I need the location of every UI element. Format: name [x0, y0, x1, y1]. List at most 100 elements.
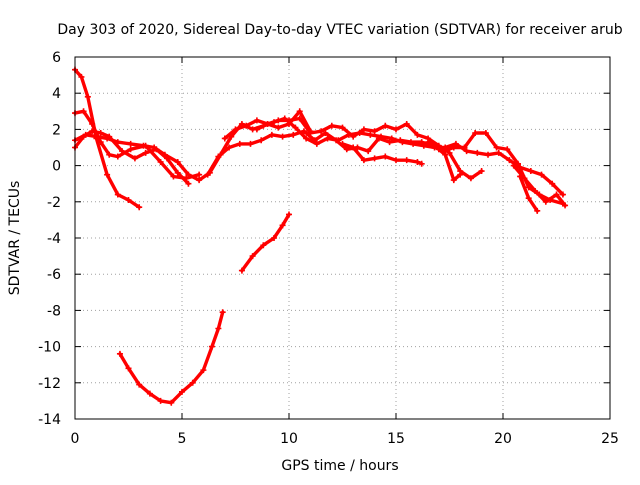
- data-point: [179, 388, 185, 395]
- data-point: [208, 343, 215, 350]
- data-point: [174, 158, 181, 165]
- data-point: [286, 211, 292, 218]
- data-point: [300, 128, 307, 135]
- data-point: [435, 146, 442, 153]
- y-tick-label: -12: [38, 376, 61, 392]
- data-point: [114, 139, 121, 146]
- data-point: [286, 120, 292, 127]
- data-point: [393, 157, 399, 164]
- data-point: [553, 191, 560, 198]
- data-point: [204, 171, 211, 178]
- data-point: [339, 124, 346, 131]
- gridlines: [75, 57, 610, 419]
- data-point: [189, 379, 196, 386]
- data-point: [84, 93, 91, 100]
- data-point: [93, 133, 100, 140]
- series-track-5: [205, 129, 565, 206]
- data-point: [78, 73, 85, 80]
- data-point: [425, 139, 432, 146]
- data-point: [226, 144, 233, 151]
- data-point: [559, 191, 566, 198]
- data-point: [532, 187, 539, 194]
- data-point: [538, 171, 545, 178]
- data-point: [343, 146, 350, 153]
- data-point: [527, 168, 534, 175]
- data-point: [80, 108, 87, 115]
- data-point: [360, 126, 367, 133]
- data-point: [493, 144, 500, 151]
- data-point: [170, 173, 177, 180]
- data-point: [542, 198, 549, 205]
- data-point: [161, 151, 168, 158]
- data-point: [279, 222, 286, 229]
- x-tick-label: 20: [494, 431, 512, 447]
- data-point: [474, 149, 481, 156]
- data-point: [393, 126, 399, 133]
- data-point: [146, 390, 153, 397]
- data-point: [467, 175, 474, 182]
- x-tick-label: 15: [387, 431, 405, 447]
- data-point: [482, 130, 489, 137]
- data-point: [365, 148, 372, 155]
- data-point: [106, 151, 113, 158]
- data-point: [119, 148, 126, 155]
- data-point: [131, 155, 138, 162]
- data-point: [442, 151, 449, 158]
- data-point: [290, 131, 297, 138]
- data-point: [243, 122, 250, 129]
- data-point: [157, 158, 164, 165]
- x-axis-label: GPS time / hours: [281, 458, 398, 474]
- series-track-3: [73, 129, 191, 186]
- data-point: [142, 149, 149, 156]
- data-point: [510, 162, 517, 169]
- data-point: [318, 128, 325, 135]
- y-tick-label: 2: [52, 122, 61, 138]
- data-point: [221, 135, 228, 142]
- data-point: [249, 253, 256, 260]
- data-point: [275, 117, 282, 124]
- data-point: [350, 133, 357, 140]
- data-point: [495, 149, 502, 156]
- data-point: [403, 120, 410, 127]
- data-point: [264, 120, 271, 127]
- y-tick-label: -4: [47, 231, 61, 247]
- data-point: [174, 169, 181, 176]
- data-point: [414, 131, 421, 138]
- data-point: [414, 158, 421, 165]
- y-tick-label: -8: [47, 303, 61, 319]
- data-point: [296, 108, 303, 115]
- data-point: [97, 139, 104, 146]
- data-point: [386, 139, 393, 146]
- data-point: [89, 128, 96, 135]
- data-point: [157, 397, 164, 404]
- y-tick-label: -2: [47, 195, 61, 211]
- data-point: [514, 160, 521, 167]
- y-tick-label: 6: [52, 50, 61, 66]
- x-tick-label: 10: [280, 431, 298, 447]
- data-point: [215, 153, 222, 160]
- data-point: [506, 157, 513, 164]
- data-point: [196, 171, 203, 178]
- data-point: [268, 131, 275, 138]
- x-tick-label: 25: [601, 431, 619, 447]
- data-point: [450, 144, 457, 151]
- data-point: [463, 148, 470, 155]
- data-point: [461, 144, 468, 151]
- y-tick-label: -6: [47, 267, 61, 283]
- series-track-4: [73, 116, 565, 197]
- data-point: [253, 117, 260, 124]
- data-point: [562, 202, 569, 209]
- y-tick-label: -14: [38, 412, 61, 428]
- data-point: [279, 133, 286, 140]
- data-point: [253, 126, 260, 133]
- data-point: [397, 137, 404, 144]
- data-point: [136, 204, 143, 211]
- series-track-1: [73, 67, 141, 209]
- data-point: [125, 365, 132, 372]
- data-point: [407, 139, 414, 146]
- series-track-12: [118, 310, 225, 405]
- data-point: [517, 173, 524, 180]
- data-point: [418, 139, 425, 146]
